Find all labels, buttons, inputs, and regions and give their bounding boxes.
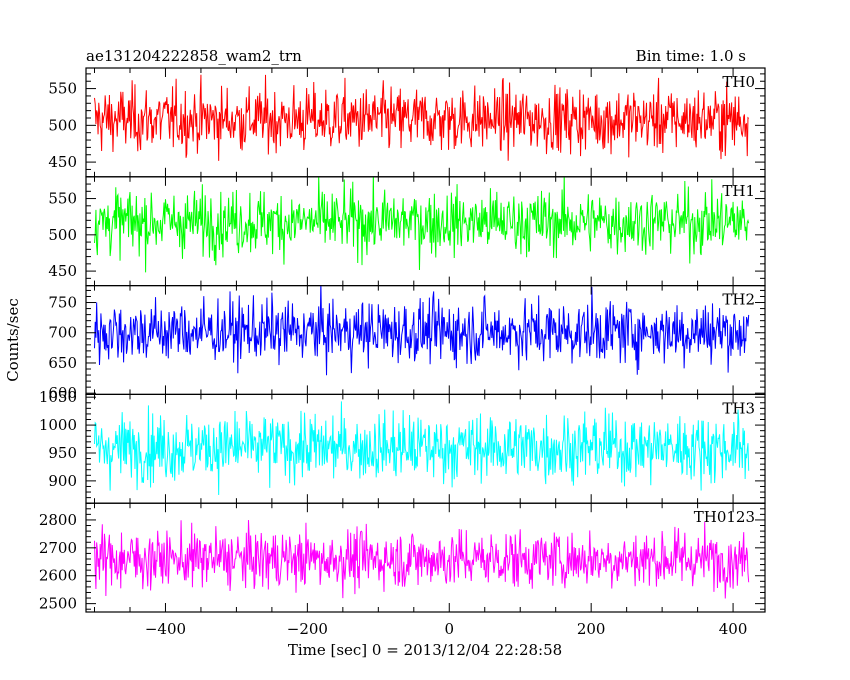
panels-group: TH0 450 500 550 TH1 450 500 550 TH2 600 650 700 750 T… bbox=[39, 67, 766, 638]
chart-title: ae131204222858_wam2_trn bbox=[86, 47, 302, 65]
x-axis-label: Time [sec] 0 = 2013/12/04 22:28:58 bbox=[288, 641, 562, 659]
y-tick-label: 450 bbox=[48, 262, 77, 280]
y-tick-label: 950 bbox=[48, 444, 77, 462]
y-tick-label: 2700 bbox=[39, 539, 77, 557]
bin-time-label: Bin time: 1.0 s bbox=[636, 47, 746, 65]
y-tick-label: 500 bbox=[48, 116, 77, 134]
series-th2 bbox=[94, 285, 750, 376]
panel-label-th0123: TH0123 bbox=[694, 508, 755, 526]
x-tick-label: −200 bbox=[287, 620, 328, 638]
y-tick-label: 900 bbox=[48, 472, 77, 490]
y-axis-label: Counts/sec bbox=[4, 298, 22, 382]
y-tick-label: 1000 bbox=[39, 416, 77, 434]
y-tick-label: 450 bbox=[48, 153, 77, 171]
y-tick-label: 2800 bbox=[39, 511, 77, 529]
y-tick-label: 750 bbox=[48, 294, 77, 312]
panel-label-th3: TH3 bbox=[722, 399, 755, 417]
y-tick-label: 2600 bbox=[39, 567, 77, 585]
x-tick-label: 0 bbox=[444, 620, 454, 638]
y-tick-label: 2500 bbox=[39, 595, 77, 613]
y-tick-label: 550 bbox=[48, 190, 77, 208]
y-tick-label: 650 bbox=[48, 354, 77, 372]
panel-frame-th0123 bbox=[85, 502, 766, 613]
panel-label-th1: TH1 bbox=[722, 182, 755, 200]
series-th0 bbox=[94, 74, 750, 161]
y-tick-label: 600 bbox=[48, 384, 77, 402]
y-tick-label: 500 bbox=[48, 226, 77, 244]
x-tick-label: 400 bbox=[719, 620, 748, 638]
x-tick-label: 200 bbox=[577, 620, 606, 638]
panel-label-th0: TH0 bbox=[722, 73, 755, 91]
series-th0123 bbox=[94, 520, 750, 599]
series-th1 bbox=[94, 176, 750, 273]
x-tick-label: −400 bbox=[145, 620, 186, 638]
y-tick-label: 1050 bbox=[39, 388, 77, 406]
series-th3 bbox=[94, 401, 750, 495]
y-tick-label: 550 bbox=[48, 80, 77, 98]
y-tick-label: 700 bbox=[48, 324, 77, 342]
panel-label-th2: TH2 bbox=[722, 291, 755, 309]
